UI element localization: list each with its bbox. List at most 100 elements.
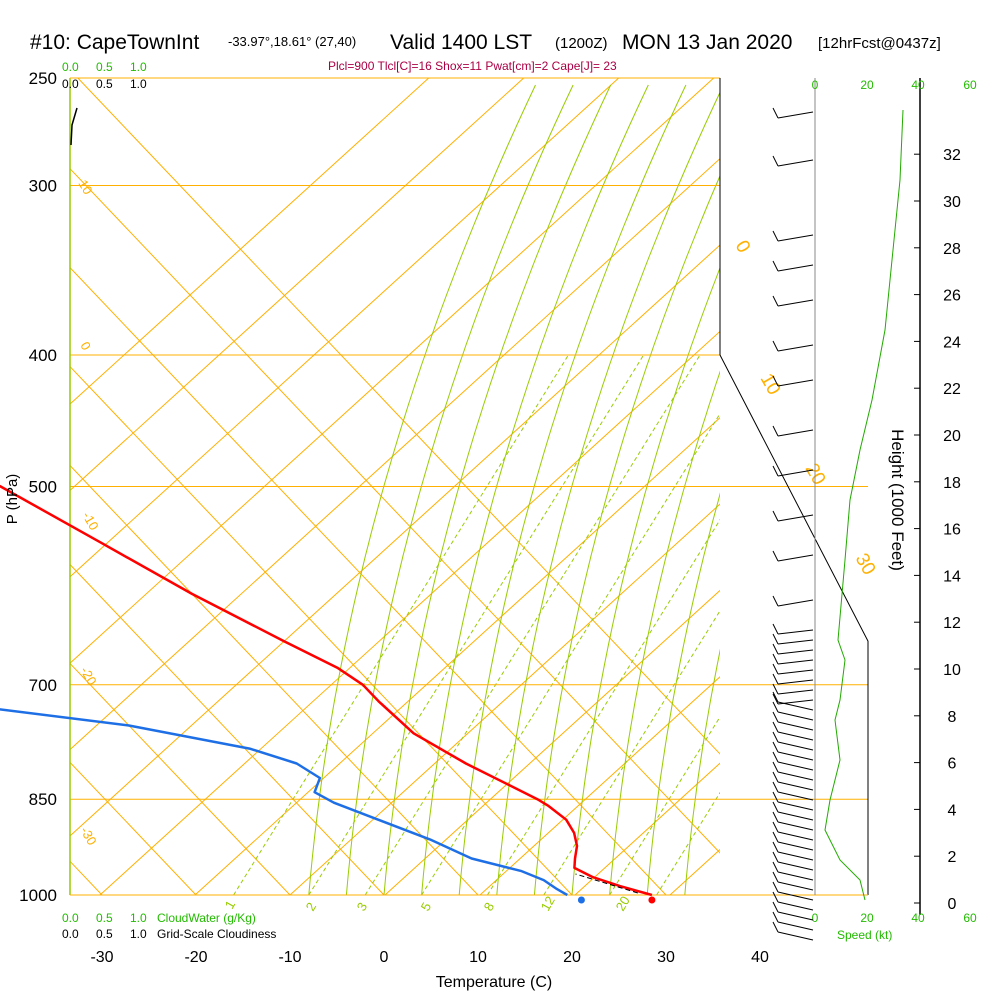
wind-barb-flag: [772, 375, 779, 387]
cloudiness-scale-top: 0.5: [96, 77, 113, 91]
mixing-ratio-line: [308, 354, 645, 895]
cloudiness-scale-bottom: 0.5: [96, 927, 113, 941]
mixing-ratio-line: [656, 791, 720, 895]
x-axis-label: Temperature (C): [436, 974, 552, 991]
mixing-ratio-line: [486, 518, 720, 895]
height-tick-label: 10: [943, 662, 961, 679]
zulu-time: (1200Z): [555, 35, 608, 52]
wind-barb-flag: [772, 693, 779, 705]
mixing-ratio-line: [364, 354, 701, 895]
cloudwater-scale-bottom: 0.5: [96, 911, 113, 925]
wind-barb: [777, 881, 814, 891]
wind-barb-flag: [772, 881, 779, 893]
parcel-path: [575, 873, 638, 894]
surface-temperature-marker: [648, 896, 656, 904]
wind-barb: [777, 801, 814, 811]
cloudiness-scale-top: 1.0: [130, 77, 147, 91]
moist-adiabat-line: [458, 84, 687, 895]
wind-barb-flag: [772, 811, 779, 823]
forecast-run: [12hrFcst@0437z]: [818, 35, 941, 52]
mixing-ratio-label: 2: [303, 900, 320, 914]
height-tick-label: 4: [948, 802, 957, 819]
cloudwater-scale-top: 0.5: [96, 60, 113, 74]
wind-barb-flag: [772, 295, 779, 307]
height-tick-label: 16: [943, 522, 961, 539]
isotherm-label: -30: [77, 824, 99, 848]
isotherm-label: 0: [731, 237, 754, 257]
temperature-tick-label: -10: [278, 949, 301, 966]
forecast-date: MON 13 Jan 2020: [622, 31, 792, 54]
speed-tick-bottom: 20: [860, 911, 874, 925]
cloudwater-scale-bottom: 1.0: [130, 911, 147, 925]
cloudwater-scale-top: 0.0: [62, 60, 79, 74]
wind-barb-flag: [772, 921, 779, 933]
surface-dewpoint-marker: [577, 896, 585, 904]
height-tick-label: 2: [948, 849, 957, 866]
wind-barb-flag: [772, 761, 779, 773]
wind-barb: [777, 599, 814, 607]
cloudiness-scale-bottom: 1.0: [130, 927, 147, 941]
speed-tick-top: 60: [963, 78, 977, 92]
wind-barb: [777, 771, 814, 781]
speed-tick-bottom: 0: [812, 911, 819, 925]
moist-adiabat-line: [684, 648, 720, 895]
speed-tick-top: 20: [860, 78, 874, 92]
height-tick-label: 14: [943, 568, 961, 585]
temperature-profile: [0, 484, 653, 897]
wind-barb-flag: [772, 821, 779, 833]
height-tick-label: 26: [943, 288, 961, 305]
wind-barb: [777, 659, 814, 665]
dry-adiabat-line: [860, 78, 1000, 895]
moist-adiabat-line: [533, 174, 720, 895]
wind-barb: [777, 299, 814, 307]
moist-adiabat-line: [646, 492, 720, 895]
isotherm-line: [70, 662, 291, 895]
wind-barb: [777, 649, 814, 655]
mixing-ratio-label: 1: [222, 898, 239, 912]
wind-barb-flag: [772, 425, 779, 437]
height-tick-label: 12: [943, 615, 961, 632]
wind-barb: [777, 921, 814, 931]
wind-barb-flag: [772, 891, 779, 903]
wind-barb: [777, 234, 814, 242]
wind-barb: [777, 821, 814, 831]
wind-barb-flag: [772, 643, 779, 655]
moist-adiabat-line: [722, 85, 949, 895]
dewpoint-profile: [0, 708, 568, 897]
isotherm-label: 30: [851, 550, 880, 579]
wind-barb-flag: [772, 260, 779, 272]
wind-barb: [777, 679, 814, 685]
wind-barb: [777, 689, 814, 695]
wind-barb: [777, 629, 814, 635]
isotherm-label: -10: [79, 509, 101, 533]
wind-barb: [777, 379, 814, 387]
speed-tick-bottom: 60: [963, 911, 977, 925]
dry-adiabat-line: [479, 676, 720, 895]
temperature-tick-label: 20: [563, 949, 581, 966]
wind-barb: [777, 344, 814, 352]
wind-barb-flag: [772, 791, 779, 803]
wind-barb: [777, 871, 814, 881]
wind-barb-flag: [772, 595, 779, 607]
cloudiness-scale-top: 0.0: [62, 77, 79, 91]
height-tick-label: 28: [943, 241, 961, 258]
wind-barb-flag: [772, 465, 779, 477]
speed-label: Speed (kt): [837, 928, 892, 942]
wind-barb: [777, 731, 814, 741]
wind-barb-flag: [772, 107, 779, 119]
height-tick-label: 8: [948, 709, 957, 726]
pressure-tick-label: 500: [29, 478, 57, 497]
wind-barb: [777, 841, 814, 851]
temperature-tick-label: 30: [657, 949, 675, 966]
pressure-tick-label: 700: [29, 676, 57, 695]
wind-barb-flag: [772, 911, 779, 923]
wind-barb: [777, 831, 814, 841]
wind-barb-flag: [772, 701, 779, 713]
wind-barb-flag: [772, 550, 779, 562]
temperature-tick-label: 10: [469, 949, 487, 966]
moist-adiabat-line: [496, 91, 720, 895]
mixing-ratio-line: [609, 715, 720, 895]
cloudiness-scale-bottom: 0.0: [62, 927, 79, 941]
